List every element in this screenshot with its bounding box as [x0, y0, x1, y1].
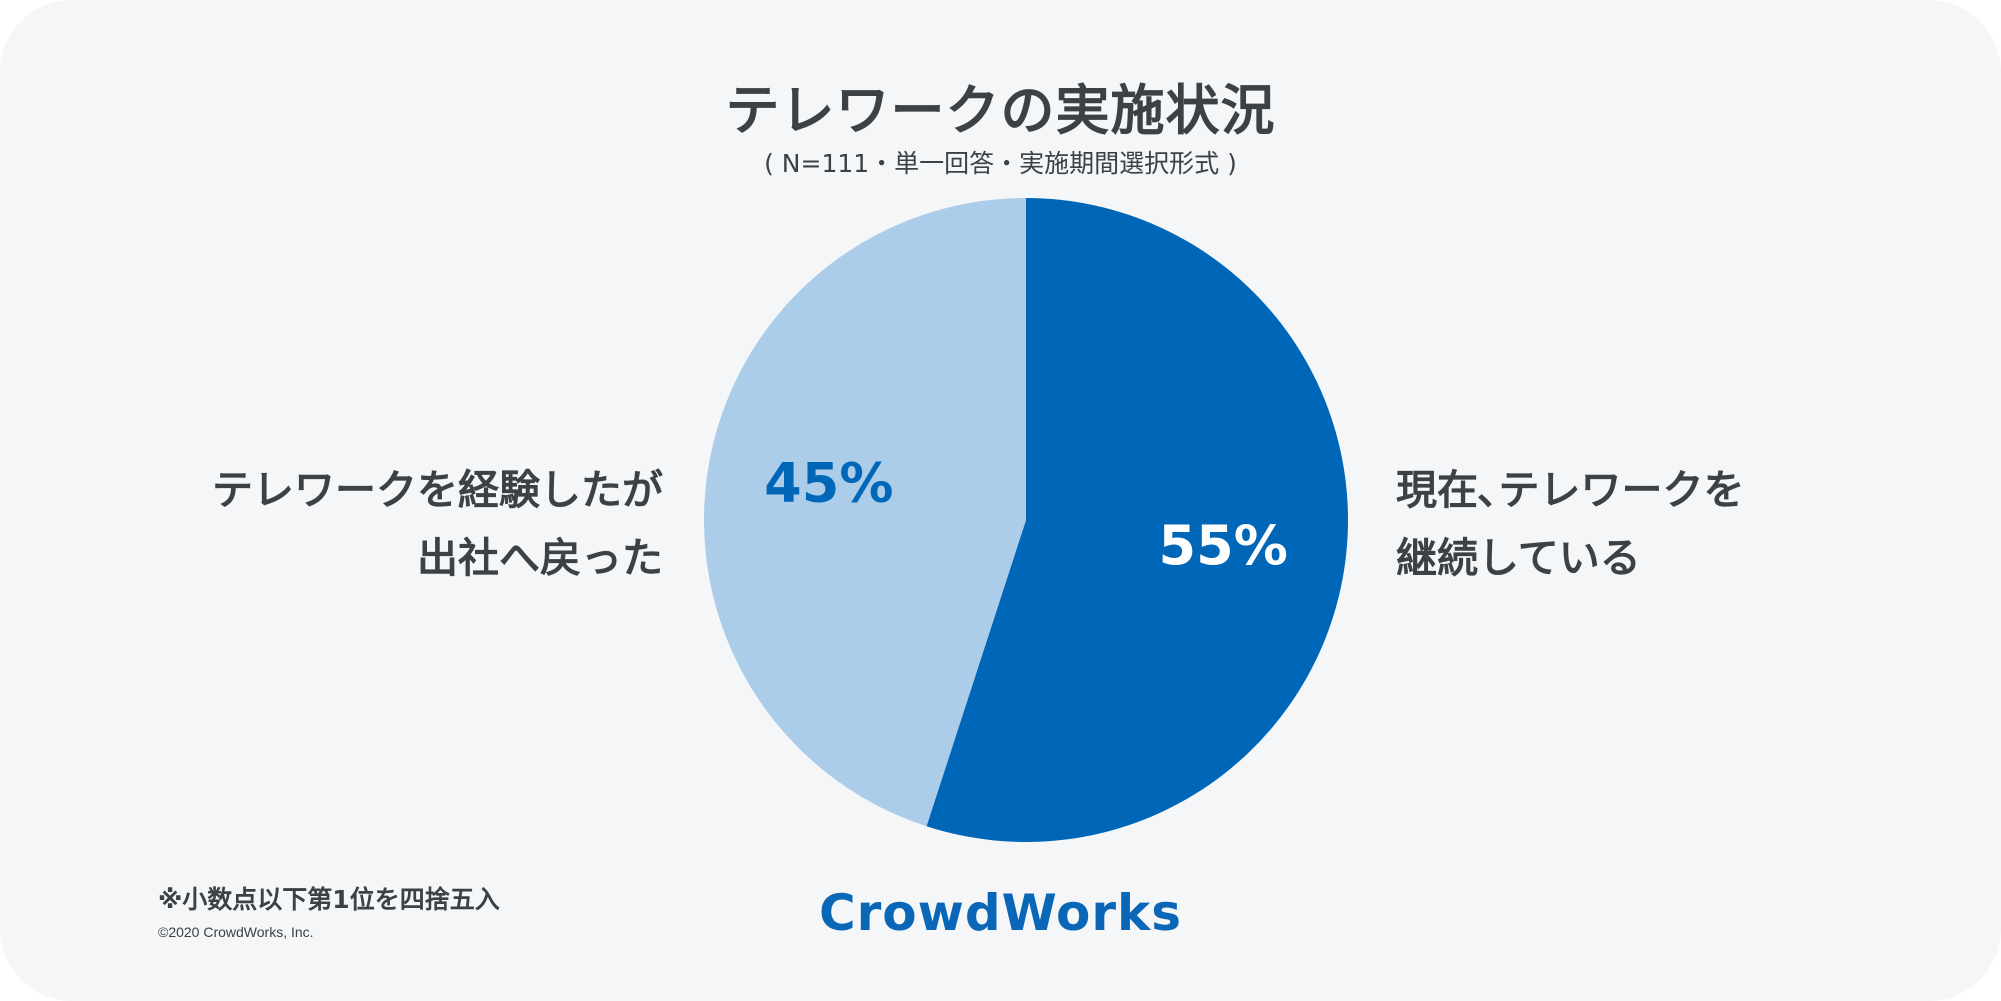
pie-slice-1: [704, 198, 1026, 827]
category-label-continuing: 現在､テレワークを 継続している: [1396, 456, 1745, 592]
slice-value-label-1: 45%: [764, 451, 893, 514]
copyright-text: ©2020 CrowdWorks, Inc.: [158, 924, 314, 940]
rounding-footnote: ※小数点以下第1位を四捨五入: [158, 885, 500, 914]
category-label-continuing-line2: 継続している: [1396, 534, 1641, 582]
category-label-returned: テレワークを経験したが 出社へ戻った: [212, 456, 663, 592]
chart-subtitle: ( N=111・単一回答・実施期間選択形式 ): [764, 149, 1237, 178]
chart-title: テレワークの実施状況: [725, 79, 1276, 142]
crowdworks-logo: CrowdWorks: [818, 884, 1183, 942]
pie-slice-0: [926, 198, 1348, 842]
slice-value-label-0: 55%: [1159, 514, 1288, 577]
category-label-returned-line2: 出社へ戻った: [417, 534, 663, 582]
category-label-returned-line1: テレワークを経験したが: [212, 466, 663, 514]
category-label-continuing-line1: 現在､テレワークを: [1396, 466, 1745, 514]
